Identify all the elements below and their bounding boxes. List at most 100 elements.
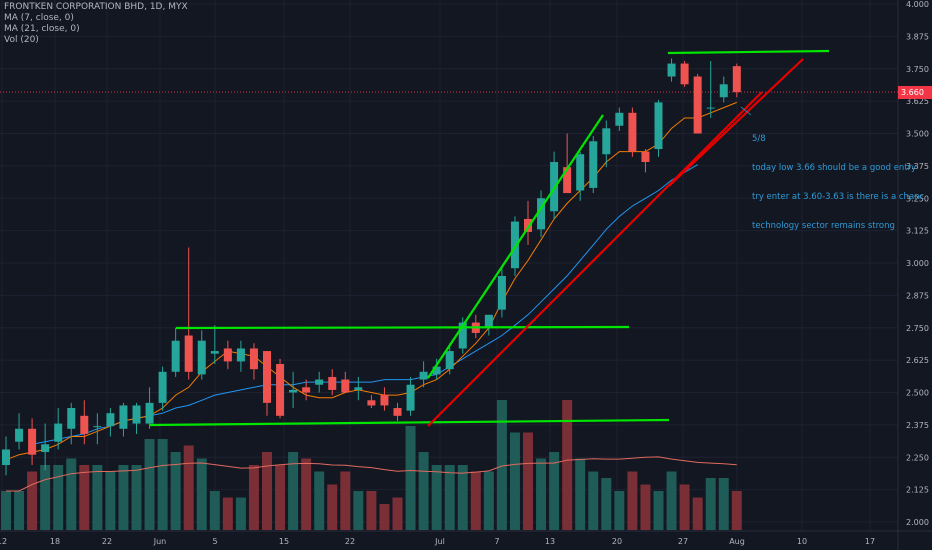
candle-body (406, 384, 415, 411)
volume-bar (235, 497, 246, 530)
annotation-line: today low 3.66 should be a good entry (752, 162, 917, 173)
volume-bar (301, 458, 312, 530)
candle-body (249, 348, 258, 370)
y-tick-label: 3.375 (906, 162, 929, 171)
x-tick-label: Jul (434, 537, 445, 546)
candle-body (380, 395, 389, 406)
y-tick-label: 3.250 (906, 194, 929, 203)
volume-bar (562, 400, 573, 530)
volume-bar (66, 458, 77, 530)
y-tick-label: 2.500 (906, 389, 929, 398)
last-price-tag: 3.660 (898, 86, 932, 100)
candle-body (393, 408, 402, 416)
volume-bar (588, 471, 599, 530)
volume-bar (131, 465, 142, 530)
volume-bar (418, 452, 429, 530)
volume-bar (483, 471, 494, 530)
short-uptrend-line (668, 58, 804, 187)
candle-body (367, 400, 376, 406)
x-tick-label: 18 (50, 537, 60, 546)
volume-bar (366, 491, 377, 530)
volume-bar (705, 478, 716, 530)
candle-body (119, 405, 128, 429)
candle-body (445, 351, 454, 370)
volume-bar (718, 478, 729, 530)
annotation-note: 5/8 today low 3.66 should be a good entr… (752, 116, 924, 241)
y-tick-label: 2.625 (906, 356, 929, 365)
candle-body (419, 371, 428, 380)
candle-body (484, 314, 493, 328)
annotation-pointer (740, 106, 752, 116)
candle-body (628, 112, 637, 152)
volume-bar (470, 471, 481, 530)
candle-body (458, 322, 467, 349)
candle-body (563, 167, 572, 194)
y-tick-label: 3.000 (906, 259, 929, 268)
annotation-line: 5/8 (752, 134, 766, 145)
ma21-legend: MA (21, close, 0) (4, 24, 80, 34)
volume-bar (209, 491, 220, 530)
volume-bar (353, 491, 364, 530)
volume-bar (549, 452, 560, 530)
candle-body (537, 198, 546, 230)
y-tick-label: 2.375 (906, 421, 929, 430)
support-line (149, 418, 670, 427)
resistance-line (175, 325, 630, 330)
x-tick-label: 5 (212, 537, 217, 546)
annotation-line: technology sector remains strong (752, 220, 895, 231)
volume-bar (575, 458, 586, 530)
volume-bar (275, 465, 286, 530)
candle-body (236, 348, 245, 362)
candle-body (67, 408, 76, 429)
x-tick-label: 22 (102, 537, 112, 546)
candle-body (2, 449, 10, 466)
chart-legend: FRONTKEN CORPORATION BHD, 1D, MYX MA (7,… (4, 2, 188, 46)
x-tick-label: Aug (729, 537, 745, 546)
candle-body (693, 76, 702, 134)
candle-body (497, 275, 506, 310)
y-tick-label: 3.625 (906, 97, 929, 106)
volume-bar (105, 471, 116, 530)
volume-bar (327, 484, 338, 530)
candle-body (641, 151, 650, 162)
ma7-line (5, 101, 737, 461)
candle-body (223, 348, 232, 362)
candle-body (302, 387, 311, 393)
volume-bar (457, 465, 468, 530)
candle-body (93, 426, 102, 428)
y-tick-label: 2.750 (906, 324, 929, 333)
volume-bar (496, 400, 507, 530)
candle-body (263, 351, 271, 403)
volume-bar (379, 504, 390, 530)
x-tick-label: 15 (279, 537, 289, 546)
volume-bar (666, 471, 677, 530)
candle-body (276, 364, 285, 416)
candle-body (341, 379, 350, 393)
volume-bar (692, 497, 703, 530)
candle-body (80, 415, 89, 434)
volume-bar (92, 465, 103, 530)
x-tick-label: 17 (865, 537, 875, 546)
volume-bar (118, 465, 129, 530)
volume-bar (40, 465, 51, 530)
uptrend-line (427, 91, 763, 427)
candle-body (41, 444, 50, 453)
volume-legend: Vol (20) (4, 35, 39, 45)
candle-body (184, 335, 193, 372)
candle-body (289, 389, 298, 393)
volume-bar (288, 452, 299, 530)
volume-bar (340, 471, 351, 530)
y-tick-label: 2.000 (906, 518, 929, 527)
symbol-title: FRONTKEN CORPORATION BHD, 1D, MYX (4, 2, 188, 12)
volume-bar (523, 432, 533, 530)
annotation-line: try enter at 3.60-3.63 is there is a cha… (752, 191, 925, 202)
volume-bar (314, 471, 325, 530)
x-tick-label: 12 (0, 537, 7, 546)
volume-bar (53, 465, 64, 530)
candle-body (510, 221, 519, 269)
x-tick-label: 13 (545, 537, 555, 546)
candle-body (28, 428, 37, 455)
candle-body (354, 387, 363, 390)
volume-bar (640, 484, 651, 530)
